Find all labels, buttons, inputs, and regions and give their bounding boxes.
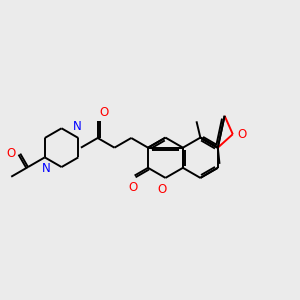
Text: N: N: [73, 120, 82, 133]
Text: O: O: [6, 147, 16, 160]
Text: O: O: [128, 182, 137, 194]
Text: N: N: [42, 162, 50, 175]
Text: O: O: [158, 182, 167, 196]
Text: O: O: [99, 106, 109, 119]
Text: O: O: [238, 128, 247, 141]
